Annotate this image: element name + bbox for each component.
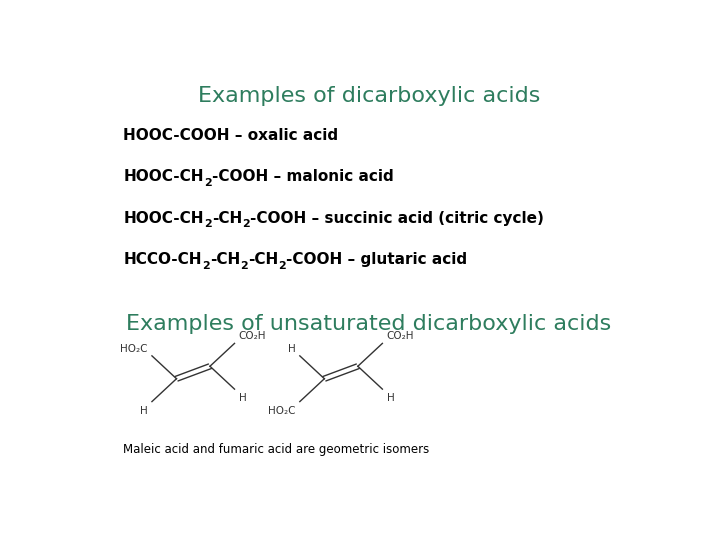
Text: HO₂C: HO₂C — [120, 344, 148, 354]
Text: CO₂H: CO₂H — [387, 332, 414, 341]
Text: H: H — [288, 344, 295, 354]
Text: 2: 2 — [204, 178, 212, 187]
Text: 2: 2 — [240, 261, 248, 271]
Text: H: H — [387, 393, 395, 403]
Text: H: H — [239, 393, 246, 403]
Text: Maleic acid and fumaric acid are geometric isomers: Maleic acid and fumaric acid are geometr… — [124, 443, 430, 456]
Text: -COOH – succinic acid (citric cycle): -COOH – succinic acid (citric cycle) — [250, 211, 544, 226]
Text: 2: 2 — [204, 219, 212, 229]
Text: HOOC-CH: HOOC-CH — [124, 211, 204, 226]
Text: -CH: -CH — [212, 211, 242, 226]
Text: H: H — [140, 406, 148, 416]
Text: HO₂C: HO₂C — [268, 406, 295, 416]
Text: 2: 2 — [278, 261, 286, 271]
Text: CO₂H: CO₂H — [239, 332, 266, 341]
Text: HOOC-CH: HOOC-CH — [124, 169, 204, 184]
Text: -COOH – glutaric acid: -COOH – glutaric acid — [286, 252, 467, 267]
Text: -CH: -CH — [210, 252, 240, 267]
Text: HOOC-COOH – oxalic acid: HOOC-COOH – oxalic acid — [124, 127, 338, 143]
Text: -COOH – malonic acid: -COOH – malonic acid — [212, 169, 394, 184]
Text: 2: 2 — [202, 261, 210, 271]
Text: -CH: -CH — [248, 252, 278, 267]
Text: Examples of dicarboxylic acids: Examples of dicarboxylic acids — [198, 85, 540, 106]
Text: Examples of unsaturated dicarboxylic acids: Examples of unsaturated dicarboxylic aci… — [127, 314, 611, 334]
Text: 2: 2 — [242, 219, 250, 229]
Text: HCCO-CH: HCCO-CH — [124, 252, 202, 267]
